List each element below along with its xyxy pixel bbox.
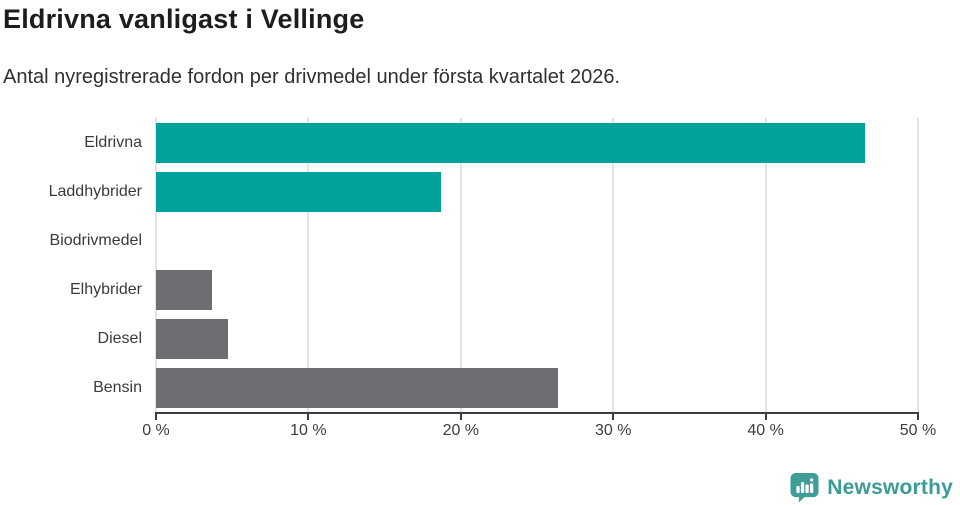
bar [156, 368, 559, 409]
category-label: Laddhybrider [48, 182, 142, 200]
bar-row [156, 167, 918, 216]
bar [156, 171, 441, 212]
axis-tick [764, 414, 767, 420]
category-label: Biodrivmedel [49, 231, 142, 249]
axis-tick-label: 0 % [142, 422, 170, 439]
axis-tick [612, 414, 615, 420]
axis-tick [917, 414, 919, 420]
gridline [155, 118, 157, 413]
axis-tick-label: 40 % [747, 422, 784, 439]
x-axis-ticks: 0 % 10 % 20 % 30 % 40 % 50 % [142, 414, 936, 450]
gridline [917, 118, 919, 413]
axis-tick [459, 414, 462, 420]
page-title: Eldrivna vanligast i Vellinge [3, 4, 365, 34]
category-label: Bensin [93, 379, 142, 397]
axis-tick-label: 50 % [899, 422, 937, 439]
axis-tick [155, 414, 157, 420]
gridline [764, 118, 767, 413]
bar-row [156, 118, 918, 167]
bar [156, 270, 213, 311]
category-label: Diesel [97, 330, 142, 348]
gridline [459, 118, 462, 413]
axis-tick [307, 414, 310, 420]
bar-row [156, 364, 918, 413]
axis-tick-label: 10 % [290, 422, 327, 439]
axis-tick-label: 30 % [594, 422, 632, 439]
plot-area [155, 118, 919, 413]
newsworthy-chart-bubble-icon [790, 472, 819, 503]
bar-row [156, 315, 918, 364]
bar [156, 319, 228, 360]
gridline [612, 118, 615, 413]
x-axis-line [155, 412, 919, 414]
gridline [307, 118, 310, 413]
bar-row [156, 216, 918, 265]
chart-subtitle: Antal nyregistrerade fordon per drivmede… [3, 66, 621, 88]
y-axis-category-labels: Eldrivna Laddhybrider Biodrivmedel Elhybrid… [0, 118, 142, 413]
axis-tick-label: 20 % [442, 422, 480, 439]
category-label: Elhybrider [69, 281, 142, 299]
bar-row [156, 266, 918, 315]
newsworthy-logo-link[interactable]: Newsworthy [790, 472, 953, 503]
category-label: Eldrivna [84, 133, 142, 151]
newsworthy-wordmark: Newsworthy [827, 475, 953, 499]
bar [156, 122, 865, 163]
